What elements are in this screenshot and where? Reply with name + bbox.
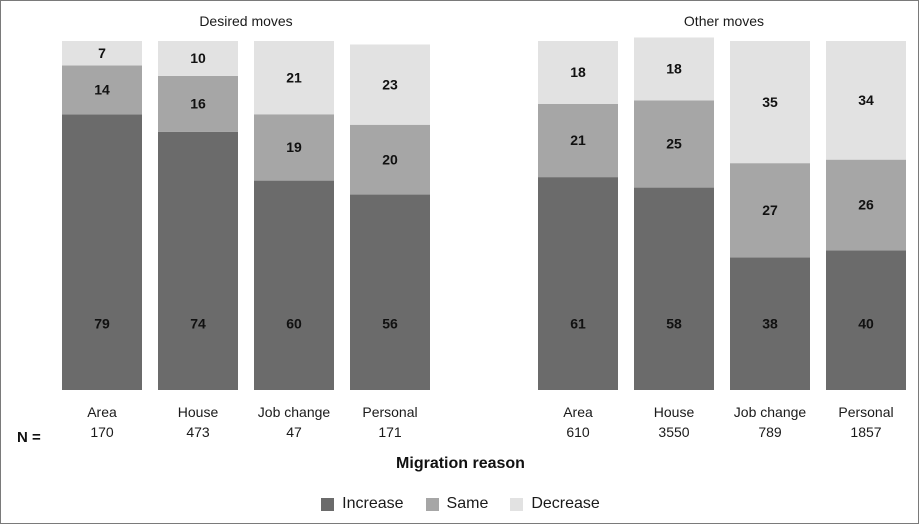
panel-title-other-moves: Other moves — [683, 13, 765, 29]
bar-other-moves-house-increase — [634, 187, 714, 390]
legend-swatch-increase — [321, 497, 335, 511]
sample-size-label: N = — [17, 429, 41, 446]
n-value-other-moves-job-change: 789 — [758, 424, 782, 440]
category-label-desired-moves-personal: Personal — [362, 404, 417, 420]
bar-desired-moves-house-decrease — [158, 41, 238, 76]
category-label-other-moves-house: House — [654, 404, 695, 420]
bar-desired-moves-area-decrease — [62, 41, 142, 66]
value-label-desired-moves-job-change-same: 19 — [286, 139, 302, 155]
bar-other-moves-personal-increase — [826, 250, 906, 390]
bar-desired-moves-personal-same — [350, 124, 430, 195]
value-label-other-moves-house-same: 25 — [666, 136, 682, 152]
legend-swatch-decrease — [510, 497, 524, 511]
value-label-desired-moves-job-change-decrease: 21 — [286, 69, 302, 85]
legend-label-increase: Increase — [342, 495, 404, 512]
category-label-other-moves-job-change: Job change — [734, 404, 807, 420]
value-label-desired-moves-personal-decrease: 23 — [382, 76, 398, 92]
value-label-desired-moves-area-decrease: 7 — [98, 45, 106, 61]
bar-other-moves-area-same — [538, 103, 618, 178]
value-label-desired-moves-job-change-increase: 60 — [286, 316, 302, 332]
value-label-desired-moves-house-decrease: 10 — [190, 50, 206, 66]
bar-other-moves-personal-decrease — [826, 41, 906, 160]
value-label-other-moves-personal-decrease: 34 — [858, 92, 874, 108]
n-value-desired-moves-job-change: 47 — [286, 424, 302, 440]
value-label-desired-moves-house-same: 16 — [190, 96, 206, 112]
bar-desired-moves-personal-increase — [350, 194, 430, 390]
n-value-other-moves-area: 610 — [566, 424, 590, 440]
bar-other-moves-personal-same — [826, 159, 906, 251]
legend-label-same: Same — [446, 495, 489, 512]
bar-other-moves-house-same — [634, 100, 714, 188]
value-label-other-moves-personal-increase: 40 — [858, 316, 874, 332]
value-label-other-moves-job-change-decrease: 35 — [762, 94, 778, 110]
value-label-desired-moves-area-same: 14 — [94, 82, 110, 98]
x-axis-title: Migration reason — [396, 455, 525, 472]
legend-item-decrease: Decrease — [510, 495, 600, 513]
value-label-other-moves-job-change-same: 27 — [762, 202, 778, 218]
value-label-other-moves-area-decrease: 18 — [570, 64, 586, 80]
value-label-desired-moves-personal-same: 20 — [382, 151, 398, 167]
category-label-other-moves-personal: Personal — [838, 404, 893, 420]
bar-other-moves-job-change-same — [730, 163, 810, 258]
bar-other-moves-area-decrease — [538, 41, 618, 104]
value-label-desired-moves-personal-increase: 56 — [382, 316, 398, 332]
legend-label-decrease: Decrease — [531, 495, 600, 512]
legend: Increase Same Decrease — [1, 495, 919, 513]
bar-desired-moves-job-change-increase — [254, 180, 334, 390]
value-label-other-moves-area-increase: 61 — [570, 316, 586, 332]
value-label-desired-moves-house-increase: 74 — [190, 316, 206, 332]
bar-desired-moves-area-increase — [62, 114, 142, 390]
bar-desired-moves-area-same — [62, 65, 142, 115]
category-label-desired-moves-job-change: Job change — [258, 404, 331, 420]
n-value-desired-moves-house: 473 — [186, 424, 210, 440]
bar-desired-moves-house-same — [158, 75, 238, 132]
bar-other-moves-house-decrease — [634, 37, 714, 101]
legend-swatch-same — [425, 497, 439, 511]
value-label-other-moves-house-decrease: 18 — [666, 61, 682, 77]
value-label-desired-moves-area-increase: 79 — [94, 316, 110, 332]
category-label-other-moves-area: Area — [563, 404, 593, 420]
n-value-other-moves-personal: 1857 — [850, 424, 881, 440]
value-label-other-moves-job-change-increase: 38 — [762, 316, 778, 332]
bar-other-moves-job-change-increase — [730, 257, 810, 390]
panel-title-desired-moves: Desired moves — [199, 13, 293, 29]
n-value-other-moves-house: 3550 — [658, 424, 689, 440]
legend-item-increase: Increase — [321, 495, 404, 513]
category-label-desired-moves-area: Area — [87, 404, 117, 420]
value-label-other-moves-personal-same: 26 — [858, 197, 874, 213]
bar-other-moves-area-increase — [538, 177, 618, 390]
n-value-desired-moves-personal: 171 — [378, 424, 402, 440]
bar-desired-moves-job-change-decrease — [254, 41, 334, 115]
value-label-other-moves-house-increase: 58 — [666, 316, 682, 332]
n-value-desired-moves-area: 170 — [90, 424, 114, 440]
value-label-other-moves-area-same: 21 — [570, 132, 586, 148]
bar-desired-moves-house-increase — [158, 131, 238, 391]
bar-desired-moves-job-change-same — [254, 114, 334, 181]
bar-other-moves-job-change-decrease — [730, 41, 810, 164]
bar-desired-moves-personal-decrease — [350, 44, 430, 125]
legend-item-same: Same — [425, 495, 489, 513]
category-label-desired-moves-house: House — [178, 404, 219, 420]
